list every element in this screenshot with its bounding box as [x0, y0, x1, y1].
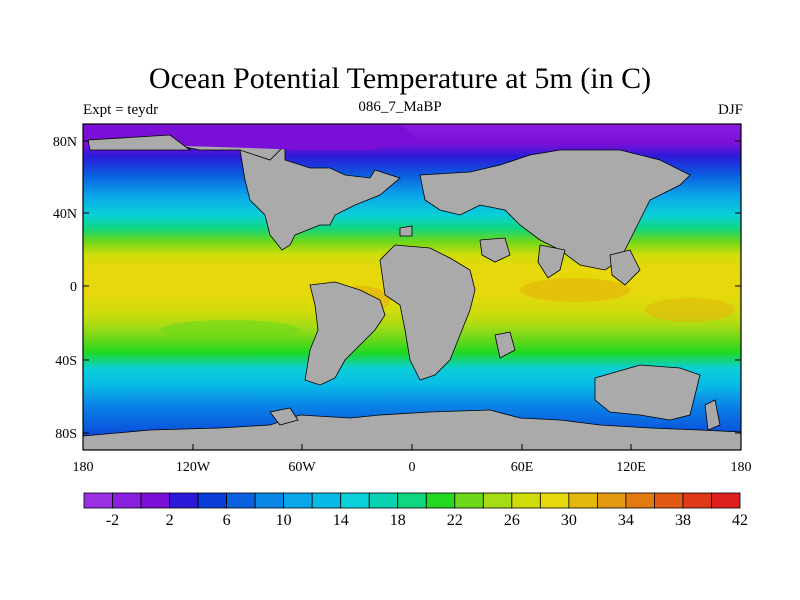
colorbar-label: 34 — [618, 512, 634, 529]
x-label-180e: 180 — [731, 460, 752, 475]
colorbar-swatch — [682, 492, 712, 509]
experiment-label: Expt = teydr — [83, 102, 159, 118]
colorbar-swatch — [197, 492, 228, 509]
x-label-60e: 60E — [511, 460, 534, 475]
land-india — [537, 244, 566, 279]
colorbar-swatch — [425, 492, 456, 509]
land-north-america — [239, 142, 401, 251]
colorbar-label: 6 — [223, 512, 231, 529]
land-south-america — [304, 281, 386, 386]
x-label-120w: 120W — [176, 460, 211, 475]
y-axis — [83, 140, 741, 434]
land-ross-island — [269, 407, 299, 426]
colorbar-label: 42 — [732, 512, 748, 529]
y-label-80n: 80N — [53, 135, 77, 150]
land-madagascar — [494, 331, 516, 359]
colorbar-swatch — [539, 492, 570, 509]
colorbar-label: 2 — [166, 512, 174, 529]
x-axis — [82, 444, 742, 450]
land-arabia — [479, 237, 511, 263]
colorbar-label: 38 — [675, 512, 691, 529]
subtitle-label: 086_7_MaBP — [358, 99, 442, 115]
y-label-80s: 80S — [55, 427, 77, 442]
colorbar-swatch — [340, 492, 370, 509]
colorbar-label: -2 — [106, 512, 119, 529]
colorbar-swatch — [568, 492, 598, 509]
land-new-zealand — [704, 399, 721, 431]
colorbar-swatch — [397, 492, 427, 509]
colorbar-swatch — [625, 492, 655, 509]
x-label-0: 0 — [409, 460, 416, 475]
colorbar-label: 10 — [276, 512, 292, 529]
x-label-180w: 180 — [73, 460, 94, 475]
land-masses — [82, 124, 742, 451]
colorbar-swatch — [482, 492, 513, 509]
colorbar-label: 14 — [333, 512, 349, 529]
cool-tongue-pacific — [160, 320, 300, 340]
land-australia — [594, 364, 701, 421]
colorbar-swatch — [112, 492, 142, 509]
land-southeast-asia — [609, 249, 641, 286]
land-north-canada — [87, 134, 192, 151]
colorbar-swatch — [511, 492, 541, 509]
season-label: DJF — [717, 102, 743, 118]
land-north-island-atlantic — [399, 225, 413, 237]
colorbar-swatch — [654, 492, 684, 509]
y-label-40s: 40S — [55, 354, 77, 369]
y-label-40n: 40N — [53, 207, 77, 222]
colorbar-swatch — [454, 492, 484, 509]
colorbar-swatch — [169, 492, 199, 509]
colorbar-swatch — [140, 492, 170, 509]
colorbar-swatch — [283, 492, 313, 509]
warm-pool-pacific — [645, 298, 735, 322]
colorbar-labels: -2 2 6 10 14 18 22 26 30 34 38 42 — [106, 512, 748, 529]
land-africa — [379, 244, 476, 381]
colorbar-swatch — [226, 492, 256, 509]
land-europe-asia — [419, 149, 691, 271]
colorbar-label: 18 — [390, 512, 406, 529]
colorbar-swatch — [368, 492, 399, 509]
colorbar-swatch — [711, 492, 741, 509]
x-label-60w: 60W — [288, 460, 316, 475]
colorbar-label: 22 — [447, 512, 463, 529]
colorbar-swatch — [83, 492, 113, 509]
colorbar-label: 26 — [504, 512, 520, 529]
y-label-0: 0 — [70, 280, 77, 295]
colorbar — [83, 492, 741, 509]
colorbar-swatch — [596, 492, 627, 509]
map-title: Ocean Potential Temperature at 5m (in C) — [148, 62, 652, 95]
colorbar-swatch — [311, 492, 342, 509]
warm-pool-indian — [520, 278, 630, 302]
colorbar-label: 30 — [561, 512, 577, 529]
x-label-120e: 120E — [616, 460, 646, 475]
colorbar-swatch — [254, 492, 285, 509]
